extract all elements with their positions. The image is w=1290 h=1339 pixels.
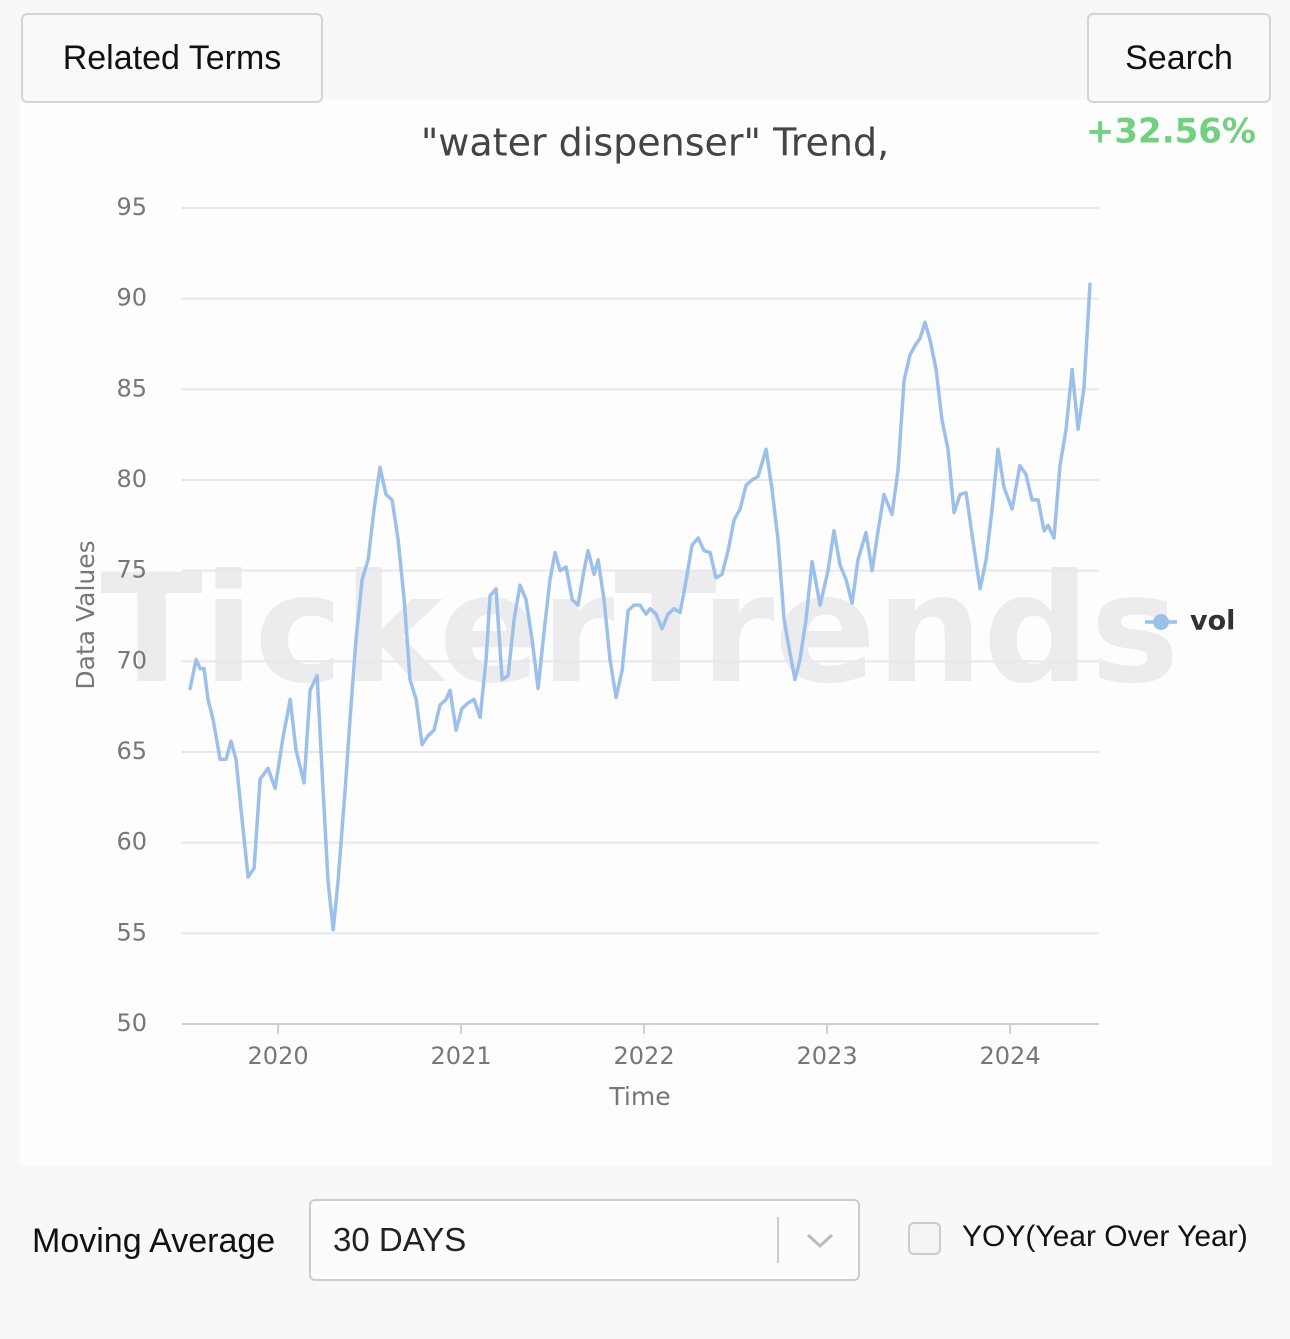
y-tick-label: 80 bbox=[116, 465, 147, 493]
y-tick-label: 70 bbox=[116, 646, 147, 674]
x-tick-label: 2024 bbox=[980, 1042, 1041, 1070]
select-value: 30 DAYS bbox=[333, 1221, 467, 1258]
y-tick-label: 55 bbox=[116, 918, 147, 946]
moving-average-label: Moving Average bbox=[32, 1222, 276, 1260]
watermark: TickerTrends bbox=[100, 543, 1179, 717]
x-tick-label: 2020 bbox=[248, 1042, 309, 1070]
y-tick-label: 60 bbox=[116, 828, 147, 856]
chart-panel bbox=[20, 100, 1272, 1166]
x-axis-label: Time bbox=[608, 1082, 670, 1111]
y-tick-label: 95 bbox=[116, 193, 147, 221]
chevron bbox=[806, 1233, 834, 1249]
yoy-label: YOY(Year Over Year) bbox=[962, 1220, 1248, 1253]
y-tick-label: 50 bbox=[116, 1009, 147, 1037]
legend-label: vol bbox=[1190, 606, 1235, 637]
x-tick-label: 2022 bbox=[614, 1042, 675, 1070]
moving-average-select[interactable]: 30 DAYS bbox=[309, 1199, 860, 1281]
yoy-checkbox[interactable] bbox=[908, 1222, 941, 1255]
trend-line bbox=[188, 282, 1092, 932]
related-terms-button[interactable]: Related Terms bbox=[21, 13, 323, 103]
chart-title: "water dispenser" Trend, bbox=[421, 121, 889, 165]
y-tick-label: 90 bbox=[116, 284, 147, 312]
legend-marker bbox=[1153, 614, 1169, 630]
x-tick-label: 2021 bbox=[431, 1042, 492, 1070]
y-tick-label: 65 bbox=[116, 737, 147, 765]
select-divider bbox=[777, 1217, 779, 1263]
y-tick-label: 85 bbox=[116, 374, 147, 402]
chart: TickerTrends "water dispenser" Trend, +3… bbox=[20, 100, 1272, 1166]
y-axis-label: Data Values bbox=[71, 540, 100, 689]
y-tick-label: 75 bbox=[116, 556, 147, 584]
search-button[interactable]: Search bbox=[1087, 13, 1271, 103]
x-tick-label: 2023 bbox=[797, 1042, 858, 1070]
change-percent: +32.56% bbox=[1086, 112, 1256, 152]
